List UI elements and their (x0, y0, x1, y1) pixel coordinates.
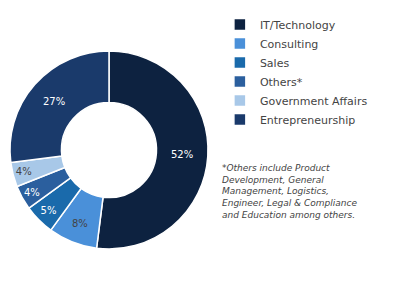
svg-text:Entrepreneurship: Entrepreneurship (260, 114, 355, 127)
svg-text:Government Affairs: Government Affairs (260, 95, 368, 108)
svg-text:27%: 27% (43, 96, 65, 107)
svg-text:Sales: Sales (260, 57, 290, 70)
svg-text:Consulting: Consulting (260, 38, 318, 51)
svg-text:8%: 8% (72, 218, 88, 229)
svg-text:Others*: Others* (260, 76, 303, 89)
svg-text:52%: 52% (171, 149, 193, 160)
svg-text:IT/Technology: IT/Technology (260, 19, 336, 32)
svg-text:*Others include ProductDevelop: *Others include ProductDevelopment, Gene… (222, 163, 357, 220)
svg-text:5%: 5% (41, 205, 57, 216)
svg-text:4%: 4% (16, 166, 32, 177)
svg-text:4%: 4% (24, 187, 40, 198)
